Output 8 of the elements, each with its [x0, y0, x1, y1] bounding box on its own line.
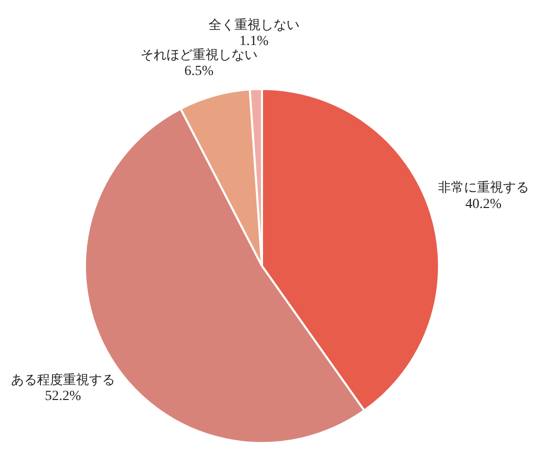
slice-label: それほど重視しない	[140, 48, 258, 63]
slice-label: ある程度重視する	[11, 372, 115, 388]
slice-label: 非常に重視する	[438, 180, 529, 196]
slice-label: 全く重視しない	[208, 18, 300, 33]
data-label: 1.1%	[239, 34, 269, 50]
data-label: 6.5%	[184, 64, 214, 80]
data-label: 40.2%	[465, 196, 502, 212]
data-label: 52.2%	[44, 389, 82, 404]
